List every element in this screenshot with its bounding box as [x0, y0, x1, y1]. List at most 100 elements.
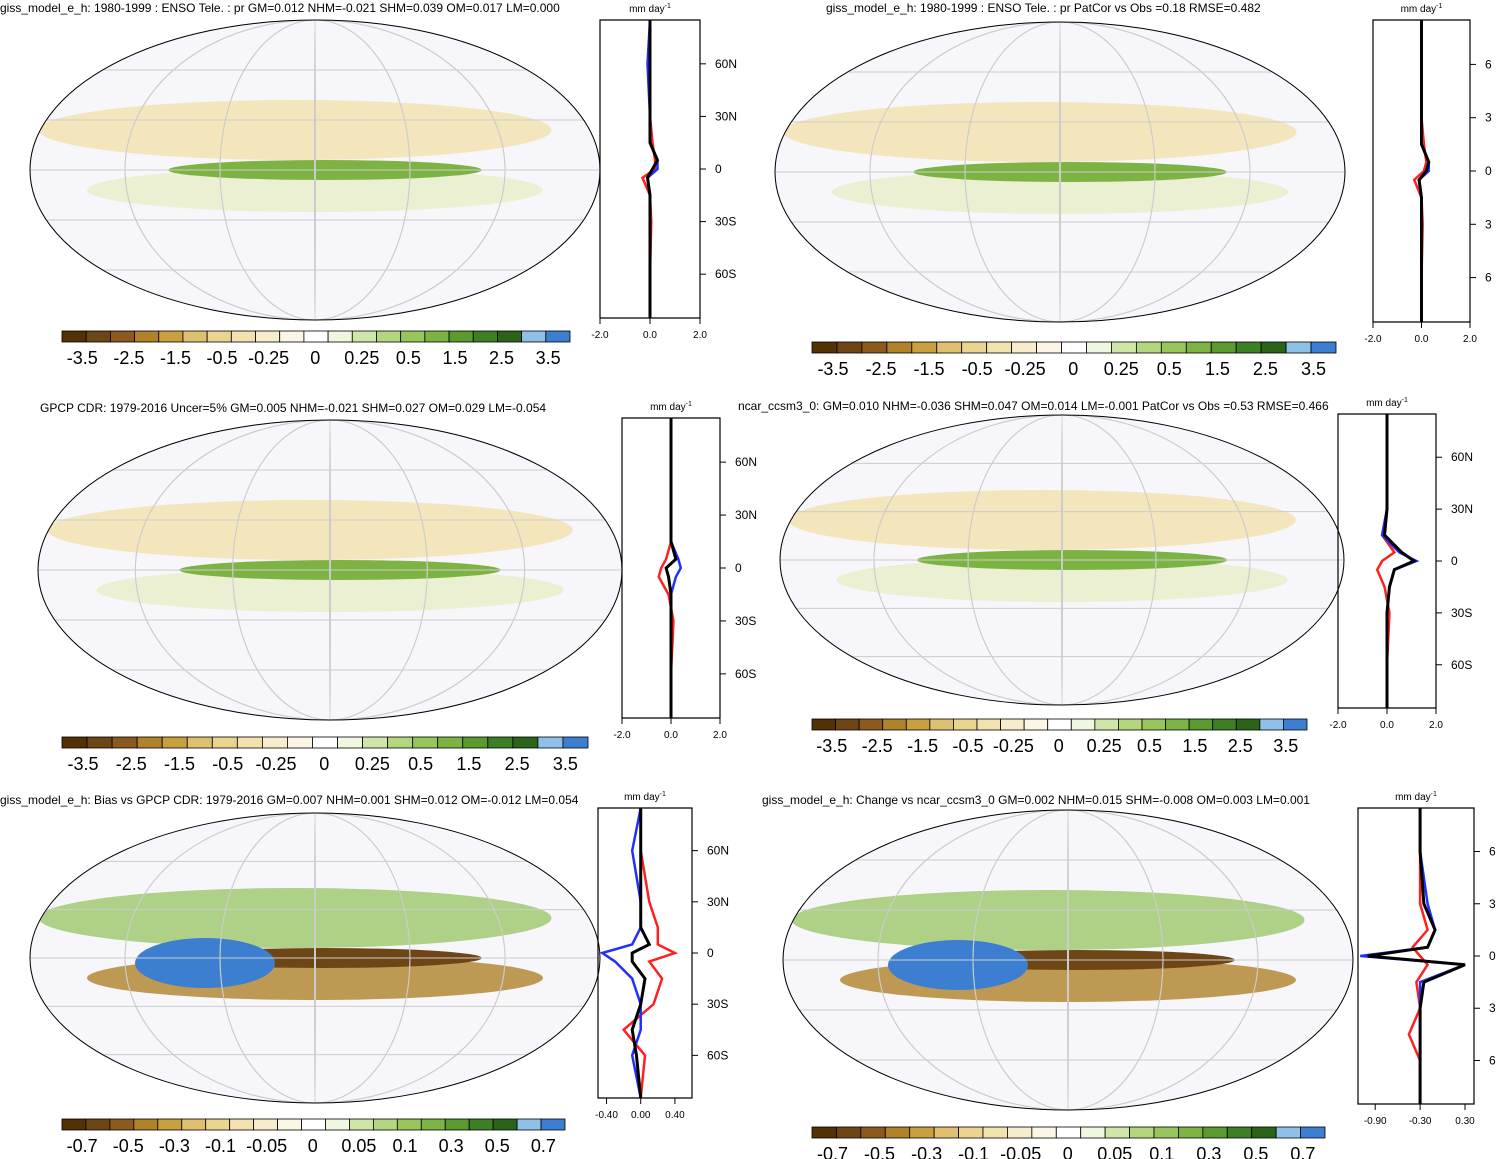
- colorbar-label: -0.5: [212, 754, 243, 774]
- y-tick-label: 30N: [715, 109, 737, 123]
- colorbar-box: [351, 330, 377, 343]
- colorbar-box: [492, 1118, 518, 1131]
- colorbar-box: [858, 718, 884, 731]
- y-tick-label: 30N: [707, 895, 729, 909]
- colorbar-box: [158, 330, 184, 343]
- colorbar-box: [562, 736, 589, 749]
- colorbar-box: [1285, 341, 1312, 354]
- y-tick-label: 0: [1489, 949, 1496, 963]
- colorbar-box: [982, 1126, 1008, 1139]
- x-tick-label: -2.0: [613, 730, 631, 741]
- unit: mm day: [1395, 792, 1431, 803]
- colorbar-label: 0.7: [531, 1136, 556, 1156]
- unit-exponent: -1: [1436, 3, 1442, 10]
- colorbar-box: [1226, 1126, 1253, 1139]
- colorbar-box: [905, 718, 931, 731]
- x-tick-label: -2.0: [591, 330, 609, 341]
- colorbar-box: [1235, 341, 1262, 354]
- colorbar-label: 2.5: [1228, 736, 1253, 756]
- colorbar-box: [1310, 341, 1337, 354]
- zonal-line: [1417, 20, 1431, 322]
- colorbar-box: [521, 330, 547, 343]
- colorbar-box: [811, 718, 836, 731]
- colorbar-label: -0.3: [911, 1144, 942, 1159]
- colorbar-box: [61, 330, 87, 343]
- colorbar-label: 0.5: [396, 348, 421, 368]
- colorbar-label: 0: [310, 348, 320, 368]
- colorbar-label: 2.5: [489, 348, 514, 368]
- colorbar-box: [396, 1118, 422, 1131]
- colorbar-label: 0: [1063, 1144, 1073, 1159]
- colorbar-box: [1202, 1126, 1228, 1139]
- zonal-frame: [597, 807, 693, 1099]
- colorbar-box: [497, 330, 523, 343]
- colorbar-box: [182, 330, 208, 343]
- colorbar-label: 0.3: [439, 1136, 464, 1156]
- x-tick-label: 0.0: [643, 330, 657, 341]
- colorbar-label: -1.5: [160, 348, 191, 368]
- colorbar-box: [986, 341, 1013, 354]
- colorbar-box: [909, 1126, 935, 1139]
- x-tick-label: -0.40: [595, 1110, 618, 1121]
- x-tick-label: 2.0: [1429, 720, 1443, 731]
- x-tick-label: 2.0: [1463, 334, 1477, 345]
- colorbar-box: [206, 330, 232, 343]
- colorbar-box: [85, 1118, 111, 1131]
- colorbar-box: [882, 718, 907, 731]
- colorbar-box: [1260, 341, 1287, 354]
- y-tick-label: 30N: [1451, 502, 1473, 516]
- unit: mm day: [624, 792, 660, 803]
- y-tick-label: 3: [1485, 111, 1492, 125]
- colorbar-box: [545, 330, 571, 343]
- map-border: [779, 414, 1345, 706]
- colorbar-box: [886, 341, 913, 354]
- x-tick-label: 0.0: [1380, 720, 1394, 731]
- colorbar-box: [1094, 718, 1119, 731]
- unit: mm day: [1401, 4, 1437, 15]
- colorbar-box: [303, 330, 329, 343]
- colorbar-label: -0.5: [962, 359, 993, 379]
- colorbar-box: [205, 1118, 231, 1131]
- field-patch: [47, 500, 573, 560]
- colorbar-box: [1086, 341, 1112, 354]
- y-tick-label: 60N: [707, 844, 729, 858]
- colorbar-box: [420, 1118, 446, 1131]
- colorbar-box: [1080, 1126, 1106, 1139]
- y-tick-label: 60N: [715, 57, 737, 71]
- colorbar-box: [1275, 1126, 1301, 1139]
- panel-title: ncar_ccsm3_0: GM=0.010 NHM=-0.036 SHM=0.…: [738, 399, 1329, 413]
- y-tick-label: 30S: [1489, 1001, 1496, 1015]
- x-tick-label: -2.0: [1329, 720, 1347, 731]
- colorbar-box: [1036, 341, 1062, 354]
- y-tick-label: 30S: [1451, 606, 1472, 620]
- colorbar-box: [1118, 718, 1143, 731]
- colorbar-box: [1188, 718, 1214, 731]
- colorbar-box: [253, 1118, 278, 1131]
- y-tick-label: 60N: [735, 455, 757, 469]
- colorbar-box: [1011, 341, 1037, 354]
- field-patch: [788, 490, 1296, 550]
- map-border: [774, 21, 1346, 323]
- colorbar-box: [1178, 1126, 1204, 1139]
- colorbar-box: [277, 1118, 302, 1131]
- colorbar-label: -1.5: [164, 754, 195, 774]
- colorbar-label: 1.5: [1182, 736, 1207, 756]
- y-tick-label: 60N: [1451, 450, 1473, 464]
- colorbar-label: 0.25: [344, 348, 379, 368]
- colorbar-box: [1165, 718, 1190, 731]
- colorbar-box: [884, 1126, 911, 1139]
- x-tick-label: 2.0: [693, 330, 707, 341]
- colorbar-box: [1061, 341, 1087, 354]
- colorbar-label: -0.25: [993, 736, 1034, 756]
- colorbar-box: [1300, 1126, 1326, 1139]
- colorbar-label: 0: [319, 754, 329, 774]
- colorbar-label: 0.05: [1097, 1144, 1132, 1159]
- zonal-line: [1407, 808, 1430, 1104]
- colorbar-label: -0.7: [67, 1136, 98, 1156]
- colorbar-box: [911, 341, 938, 354]
- colorbar-box: [181, 1118, 207, 1131]
- colorbar-box: [134, 330, 160, 343]
- y-tick-label: 30N: [1489, 897, 1496, 911]
- field-patch: [888, 940, 1028, 990]
- y-tick-label: 0: [715, 162, 722, 176]
